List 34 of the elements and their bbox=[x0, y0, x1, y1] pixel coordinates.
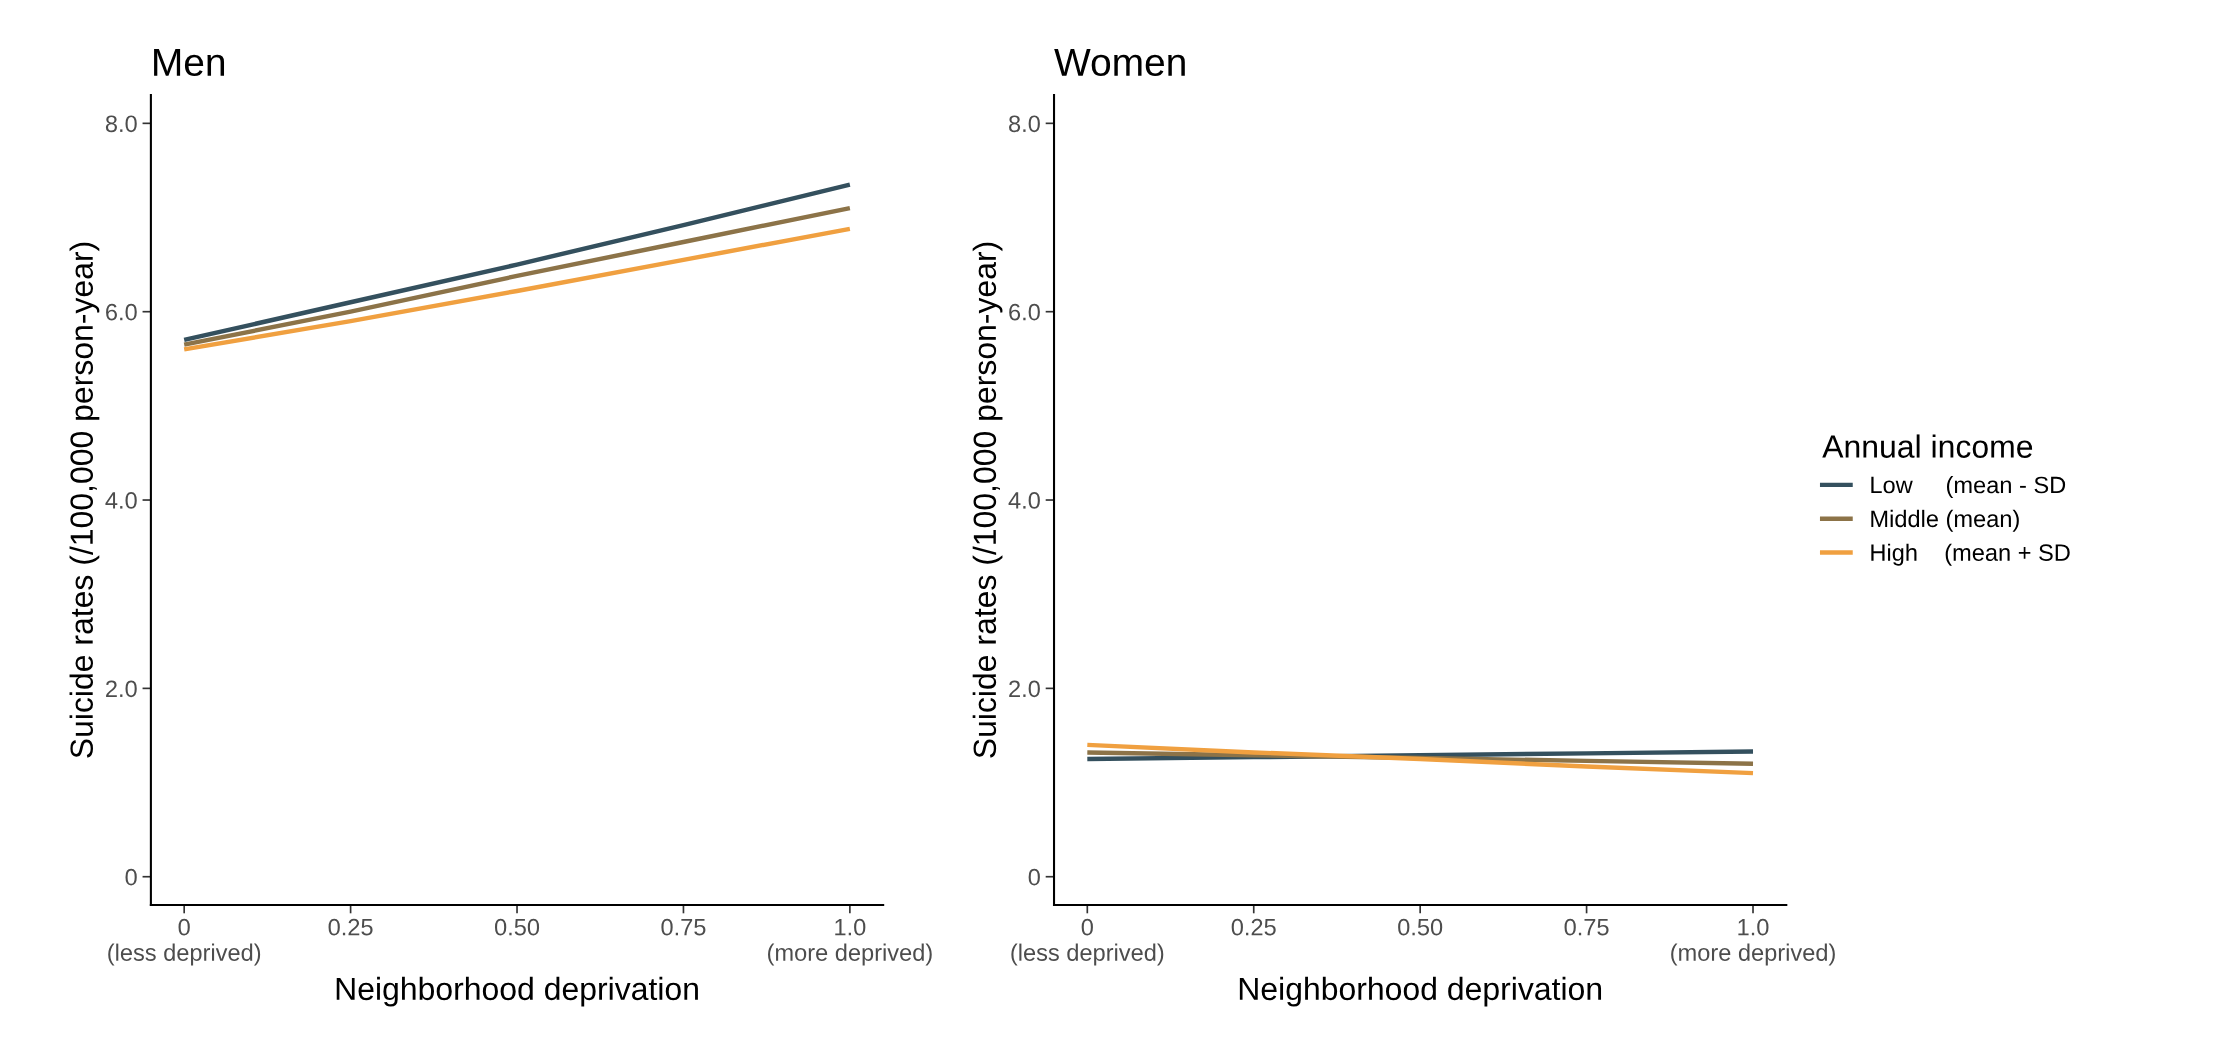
line-series bbox=[181, 182, 853, 343]
line-series bbox=[181, 226, 853, 352]
chart-title: Women bbox=[1054, 48, 1185, 77]
x-tick-label: 1.0 (more deprived) bbox=[1671, 918, 1835, 966]
legend-title: Annual income bbox=[1822, 434, 2033, 458]
x-tick-label: 0 (less deprived) bbox=[1011, 918, 1164, 966]
y-axis-title: Suicide rates (/100,000 person-year) bbox=[69, 242, 100, 758]
x-axis-title: Neighborhood deprivation bbox=[1239, 976, 1602, 1007]
y-tick-label: 0 bbox=[1028, 868, 1040, 886]
legend-label: High (mean + SD bbox=[1871, 543, 2070, 566]
x-tick-label: 0.50 bbox=[1398, 918, 1443, 936]
y-tick-label: 2.0 bbox=[106, 680, 137, 698]
x-tick-label: 0.75 bbox=[1564, 918, 1609, 936]
x-tick-label: 0.25 bbox=[1231, 918, 1276, 936]
x-axis-title: Neighborhood deprivation bbox=[336, 976, 698, 1007]
line-series bbox=[181, 205, 853, 347]
y-tick-label: 0 bbox=[125, 868, 137, 886]
y-tick-label: 6.0 bbox=[106, 303, 137, 321]
y-tick-label: 6.0 bbox=[1009, 303, 1040, 321]
x-tick-label: 1.0 (more deprived) bbox=[768, 918, 932, 966]
x-tick-label: 0.25 bbox=[328, 918, 373, 936]
y-axis-title: Suicide rates (/100,000 person-year) bbox=[972, 242, 1003, 758]
y-tick-label: 4.0 bbox=[105, 492, 137, 509]
x-tick-label: 0.50 bbox=[494, 918, 540, 936]
y-tick-label: 2.0 bbox=[1009, 680, 1040, 698]
legend-label: Middle (mean) bbox=[1871, 509, 2019, 532]
chart-title: Men bbox=[154, 48, 225, 77]
line-series bbox=[1085, 742, 1756, 776]
y-tick-label: 8.0 bbox=[105, 115, 137, 133]
legend-label: Low (mean - SD bbox=[1871, 476, 2066, 498]
x-tick-label: 0.75 bbox=[661, 918, 706, 936]
y-tick-label: 8.0 bbox=[1009, 115, 1040, 133]
x-tick-label: 0 (less deprived) bbox=[108, 918, 261, 966]
y-tick-label: 4.0 bbox=[1008, 492, 1040, 509]
